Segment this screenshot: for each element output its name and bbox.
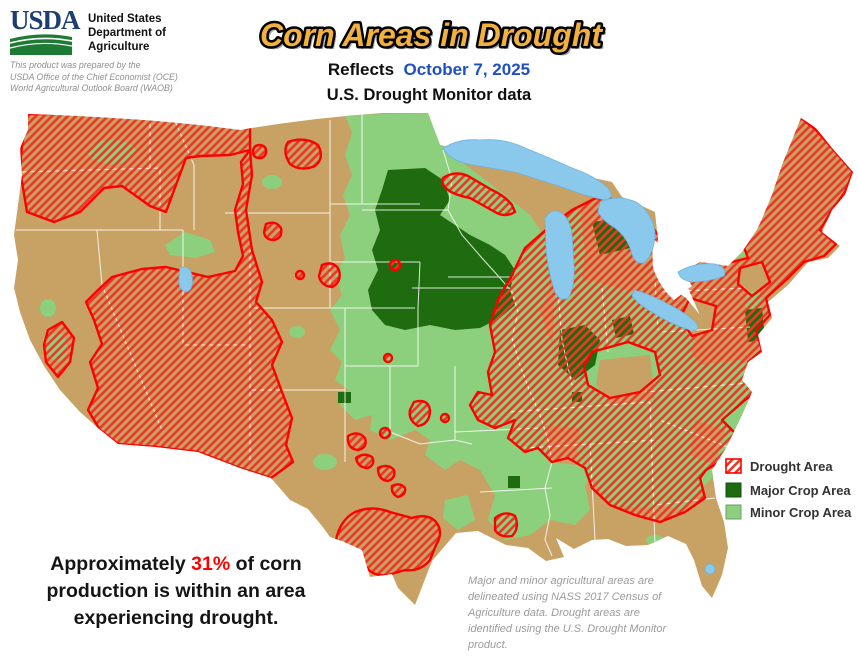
legend-label-drought: Drought Area (750, 459, 833, 474)
statistic-percent: 31% (191, 553, 231, 575)
data-date: October 7, 2025 (403, 60, 531, 79)
drought-minnesota-wisconsin (440, 172, 517, 217)
page-title: Corn Areas in Drought Corn Areas in Drou… (149, 8, 709, 60)
lake-ontario (677, 263, 726, 283)
drought-statistic: Approximately 31% of corn production is … (46, 553, 306, 629)
legend-label-minor: Minor Crop Area (750, 505, 852, 520)
legend-label-major: Major Crop Area (750, 483, 851, 498)
usda-swoosh-icon (9, 34, 73, 55)
usda-logo-block: USDA United States Department of Agricul… (9, 5, 166, 60)
usda-logo: USDA (9, 5, 81, 60)
subtitle: U.S. Drought Monitor data (326, 86, 532, 104)
drought-northwest-band (18, 113, 252, 224)
lake-superior (442, 139, 612, 201)
major-crop-swatch (725, 482, 742, 498)
drought-nebraska-border (317, 262, 341, 289)
great-lakes (178, 139, 726, 575)
svg-text:Corn Areas in Drought: Corn Areas in Drought (260, 17, 603, 53)
svg-text:Corn Areas in Drought: Corn Areas in Drought (263, 20, 606, 56)
lake-michigan (544, 210, 575, 300)
drought-louisiana (493, 512, 519, 538)
lake-okeechobee (704, 563, 716, 575)
drought-wyoming (262, 221, 283, 242)
map-legend: Drought Area Major Crop Area Minor Crop … (725, 458, 852, 520)
great-salt-lake (178, 266, 193, 293)
lake-erie (631, 289, 699, 331)
drought-california-coast (42, 320, 76, 379)
drought-montana (284, 138, 323, 170)
prepared-by-note: This product was prepared by the USDA Of… (10, 60, 178, 93)
methodology-note: Major and minor agricultural areas are d… (468, 575, 667, 651)
drought-oklahoma (346, 432, 367, 452)
drought-south-texas (334, 507, 442, 577)
minor-crop-swatch (725, 504, 742, 520)
drought-missouri (408, 399, 432, 428)
reflects-label: Reflects (327, 60, 395, 79)
usda-logo-text: USDA (10, 5, 81, 35)
agency-name: United States Department of Agriculture (88, 13, 166, 53)
ontario-peninsula-mask (652, 238, 692, 300)
lake-huron (597, 197, 656, 264)
reflects-line: Reflects October 7, 2025 (0, 60, 858, 80)
